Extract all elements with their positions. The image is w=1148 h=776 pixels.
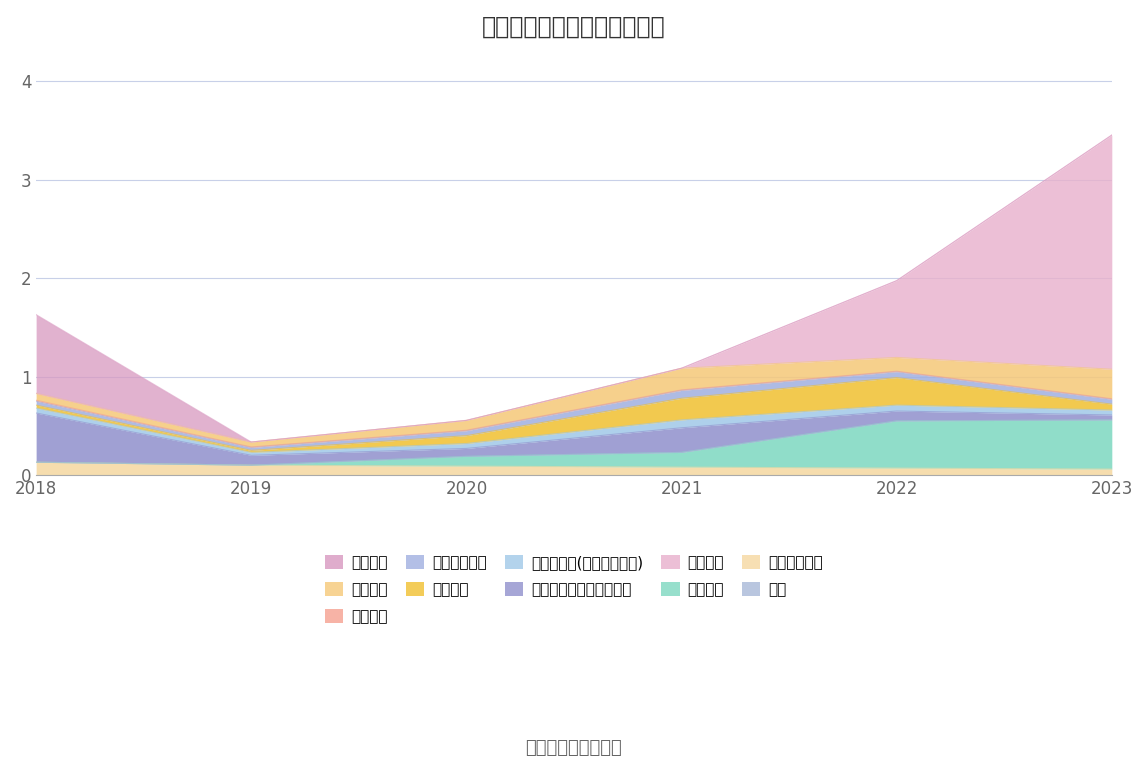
Legend: 短期借款, 应付账款, 预收款项, 应付职工薪酬, 应交税费, 其他应付款(含利息和股利), 一年内到期的非流动负债, 长期借款, 租赁负债, 长期递延收益, : 短期借款, 应付账款, 预收款项, 应付职工薪酬, 应交税费, 其他应付款(含利… — [319, 549, 829, 631]
Title: 历年主要负债堆积图（亿元）: 历年主要负债堆积图（亿元） — [482, 15, 666, 39]
Text: 数据来源：恒生聚源: 数据来源：恒生聚源 — [526, 739, 622, 757]
